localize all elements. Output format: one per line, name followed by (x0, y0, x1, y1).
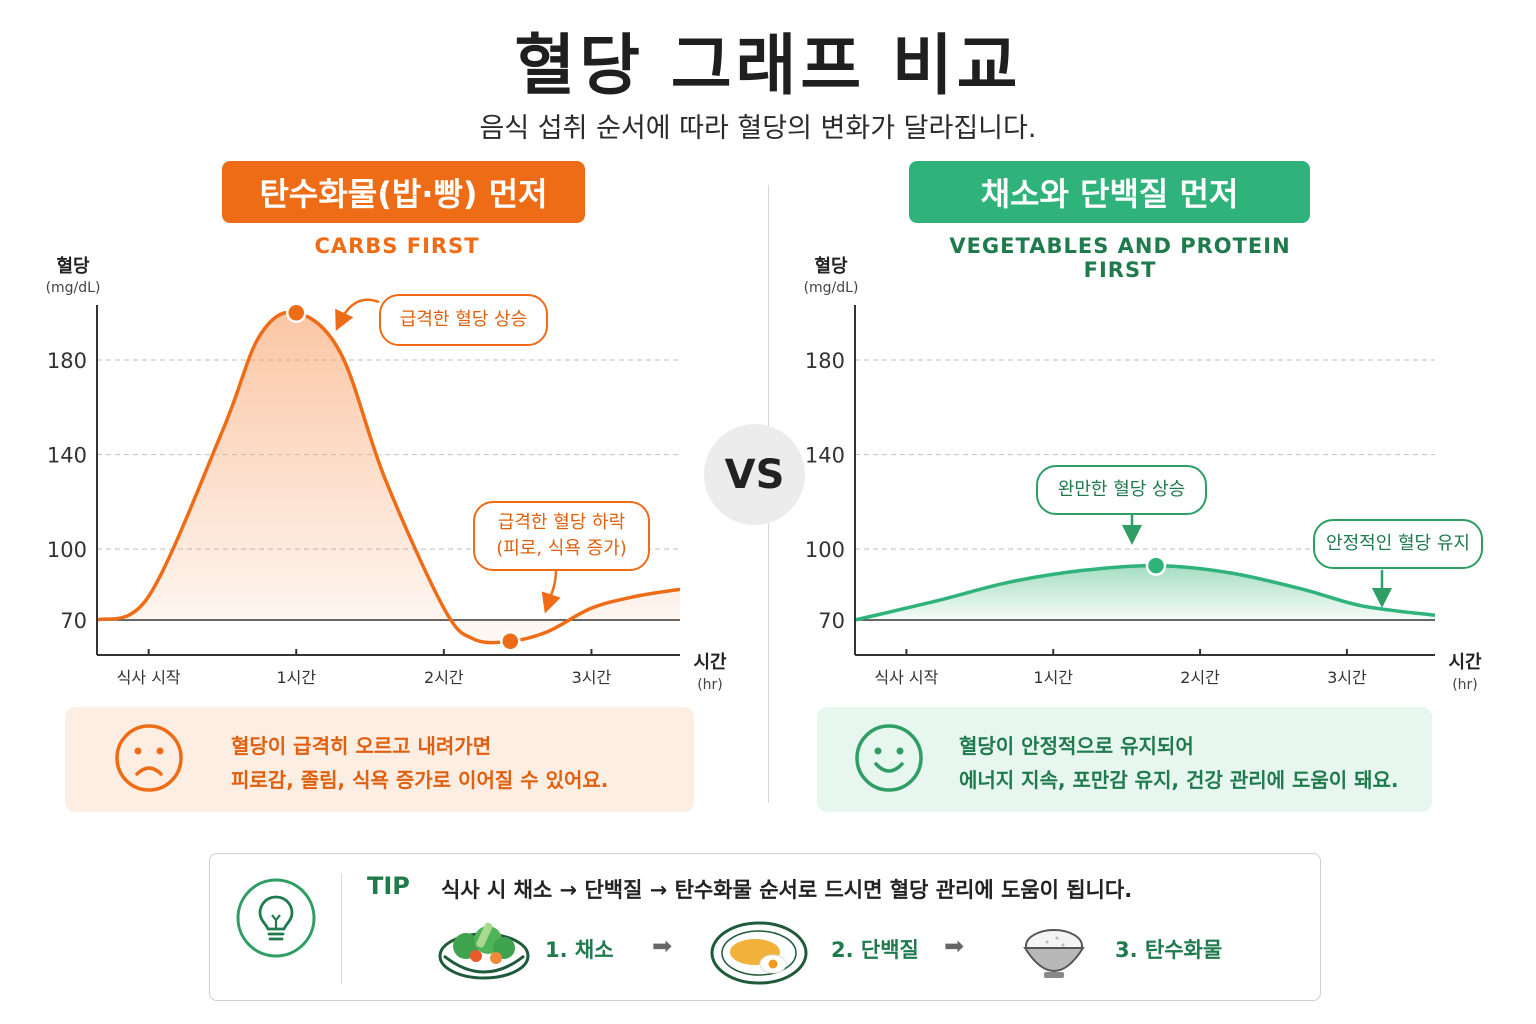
carbs-chart-series-line (96, 310, 681, 645)
salad-bowl-icon (438, 922, 530, 980)
tip-label: TIP (367, 872, 410, 900)
veg-chart-ytick-70: 70 (818, 609, 845, 633)
carbs-chart-marker-1 (500, 631, 521, 652)
carbs-chart-ytick-100: 100 (47, 538, 87, 562)
drop-callout-arrow (541, 569, 561, 614)
step-arrow-2: ➡ (944, 932, 965, 960)
vs-badge: VS (704, 424, 805, 525)
veg-chart-marker-0 (1145, 555, 1167, 576)
veg-chart-xtick-label-0: 식사 시작 (874, 668, 938, 687)
veg-protein-first-english: VEGETABLES AND PROTEIN FIRST (949, 234, 1291, 282)
page-subtitle: 음식 섭취 순서에 따라 혈당의 변화가 달라집니다. (479, 113, 1037, 144)
tip-text: 식사 시 채소 → 단백질 → 탄수화물 순서로 드시면 혈당 관리에 도움이 … (441, 878, 1133, 902)
veg-chart-ylabel-unit: (mg/dL) (804, 280, 859, 296)
carbs-first-chart: 70 100 140 180 식사 시작 1시간 2시간 3시간 혈당 (mg/dL) 시간 (hr) (46, 255, 727, 693)
veg-chart-ytick-180: 180 (805, 349, 845, 373)
callout-arrows (335, 298, 1392, 614)
carbs-chart-ytick-180: 180 (47, 349, 87, 373)
veg-chart-xtick-label-1: 1시간 (1033, 668, 1073, 687)
veg-chart-xtick-label-3: 3시간 (1327, 668, 1367, 687)
carbs-chart-xtick-label-3: 3시간 (572, 668, 612, 687)
callout-stable: 안정적인 혈당 유지 (1313, 519, 1483, 569)
smile-face-icon (855, 724, 923, 792)
lightbulb-icon (236, 878, 316, 958)
veg-chart-xlabel-unit: (hr) (1452, 677, 1478, 693)
carbs-chart-ylabel-unit: (mg/dL) (46, 280, 101, 296)
tip-box: TIP 식사 시 채소 → 단백질 → 탄수화물 순서로 드시면 혈당 관리에 … (209, 853, 1321, 1001)
carbs-chart-area (97, 312, 680, 643)
carbs-first-message: 혈당이 급격히 오르고 내려가면 피로감, 졸림, 식욕 증가로 이어질 수 있… (231, 734, 609, 792)
carbs-chart-xtick-label-1: 1시간 (276, 668, 316, 687)
rise-callout-arrow (335, 298, 380, 332)
step-protein: 2. 단백질 (831, 938, 919, 962)
carbs-chart-marker-0 (286, 302, 307, 323)
callout-sharp-drop: 급격한 혈당 하락 (피로, 식욕 증가) (473, 501, 650, 571)
step-vegetables: 1. 채소 (545, 938, 614, 962)
page-title: 혈당 그래프 비교 (514, 27, 1022, 104)
veg-protein-message-box: 혈당이 안정적으로 유지되어 에너지 지속, 포만감 유지, 건강 관리에 도움… (817, 707, 1432, 812)
step-arrow-1: ➡ (652, 932, 673, 960)
carbs-chart-xtick-label-2: 2시간 (424, 668, 464, 687)
veg-chart-ytick-140: 140 (805, 444, 845, 468)
rice-bowl-icon (1023, 929, 1085, 978)
carbs-chart-ytick-70: 70 (60, 609, 87, 633)
carbs-chart-xtick-label-0: 식사 시작 (117, 668, 181, 687)
tip-separator (341, 874, 342, 984)
carbs-chart-ylabel: 혈당 (56, 255, 90, 277)
callout-gentle-rise: 완만한 혈당 상승 (1036, 465, 1207, 515)
step-carbs: 3. 탄수화물 (1115, 938, 1223, 962)
egg-plate-icon (710, 921, 808, 985)
veg-chart-area (855, 565, 1435, 620)
veg-chart-xlabel: 시간 (1448, 652, 1482, 673)
carbs-first-message-box: 혈당이 급격히 오르고 내려가면 피로감, 졸림, 식욕 증가로 이어질 수 있… (65, 707, 694, 812)
carbs-chart-xlabel-unit: (hr) (697, 677, 723, 693)
carbs-first-english: CARBS FIRST (314, 234, 480, 258)
callout-sharp-rise: 급격한 혈당 상승 (379, 294, 548, 346)
veg-protein-message: 혈당이 안정적으로 유지되어 에너지 지속, 포만감 유지, 건강 관리에 도움… (959, 734, 1399, 792)
veg-chart-ytick-100: 100 (805, 538, 845, 562)
veg-chart-ylabel: 혈당 (814, 255, 848, 277)
veg-chart-xtick-label-2: 2시간 (1180, 668, 1220, 687)
carbs-first-heading: 탄수화물(밥·빵) 먼저 (222, 161, 585, 223)
carbs-chart-ytick-140: 140 (47, 444, 87, 468)
veg-protein-first-chart: 70 100 140 180 식사 시작 1시간 2시간 3시간 혈당 (mg/dL) 시간 (hr) (804, 255, 1482, 693)
sad-face-icon (115, 724, 183, 792)
veg-protein-first-heading: 채소와 단백질 먼저 (909, 161, 1310, 223)
carbs-chart-xlabel: 시간 (693, 652, 727, 673)
